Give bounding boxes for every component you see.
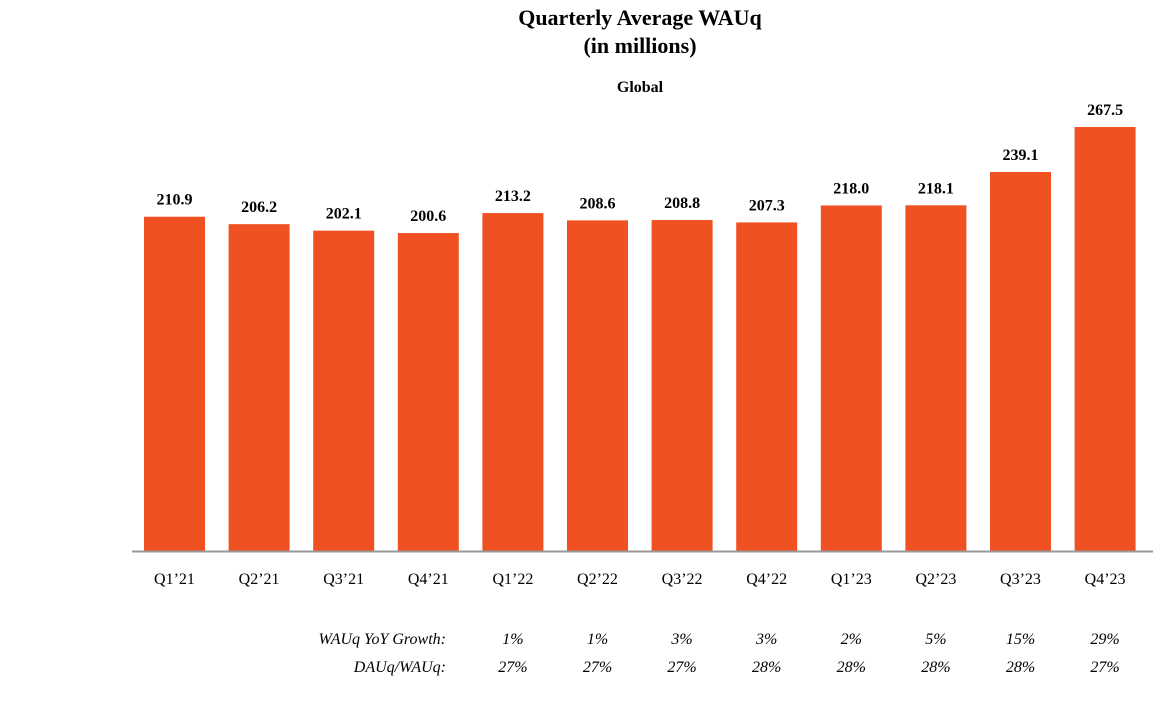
metric-value: 3%: [756, 631, 778, 648]
bar-4: [482, 213, 544, 551]
metric-value: 15%: [1005, 631, 1036, 648]
bar-10: [990, 172, 1051, 551]
x-tick-label: Q3’21: [323, 571, 364, 588]
x-tick-label: Q4’21: [408, 571, 449, 588]
metric-value: 5%: [925, 631, 947, 648]
metric-label: DAUq/WAUq:: [353, 659, 446, 676]
x-tick-label: Q2’22: [577, 571, 618, 588]
metric-value: 27%: [498, 659, 528, 676]
chart-subtitle: (in millions): [583, 33, 697, 58]
metric-value: 28%: [836, 659, 866, 676]
metric-value: 28%: [921, 659, 951, 676]
x-tick-label: Q3’22: [662, 571, 703, 588]
bar-value-label: 208.6: [580, 195, 616, 212]
bar-value-label: 218.1: [918, 180, 954, 197]
panel-label: Global: [616, 79, 664, 96]
metric-value: 28%: [752, 659, 782, 676]
bar-value-label: 210.9: [157, 192, 193, 209]
bar-2: [313, 230, 375, 552]
bar-value-label: 200.6: [410, 208, 446, 225]
bar-value-label: 218.0: [833, 180, 869, 197]
metric-value: 28%: [1005, 659, 1036, 676]
x-tick-label: Q1’23: [831, 571, 872, 588]
bar-5: [567, 220, 628, 551]
metric-value: 27%: [582, 659, 613, 676]
metric-value: 1%: [586, 631, 609, 648]
bar-value-label: 208.8: [664, 195, 700, 212]
metric-value: 27%: [667, 659, 697, 676]
x-tick-label: Q4’22: [746, 571, 787, 588]
x-tick-label: Q3’23: [1000, 571, 1041, 588]
x-tick-label: Q1’22: [492, 571, 533, 588]
bar-3: [397, 233, 459, 552]
bar-value-label: 239.1: [1003, 147, 1039, 164]
bar-0: [144, 216, 205, 552]
bar-7: [736, 222, 798, 552]
bar-1: [228, 224, 290, 551]
x-tick-label: Q2’23: [915, 571, 956, 588]
x-tick-label: Q4’23: [1085, 571, 1126, 588]
chart-title: Quarterly Average WAUq: [518, 5, 762, 30]
bar-value-label: 267.5: [1087, 102, 1123, 119]
x-tick-label: Q2’21: [239, 571, 280, 588]
bar-9: [905, 205, 967, 551]
metric-value: 27%: [1090, 659, 1120, 676]
bar-6: [651, 220, 713, 551]
metric-value: 2%: [840, 631, 862, 648]
x-tick-label: Q1’21: [154, 571, 195, 588]
metric-value: 1%: [502, 631, 524, 648]
bar-8: [820, 205, 882, 551]
bar-value-label: 202.1: [326, 206, 362, 223]
metric-value: 3%: [671, 631, 693, 648]
metric-label: WAUq YoY Growth:: [318, 631, 447, 648]
metric-value: 29%: [1090, 631, 1120, 648]
bar-value-label: 207.3: [749, 197, 785, 214]
bar-value-label: 213.2: [495, 188, 531, 205]
bar-value-label: 206.2: [241, 199, 277, 216]
bar-11: [1074, 127, 1136, 551]
